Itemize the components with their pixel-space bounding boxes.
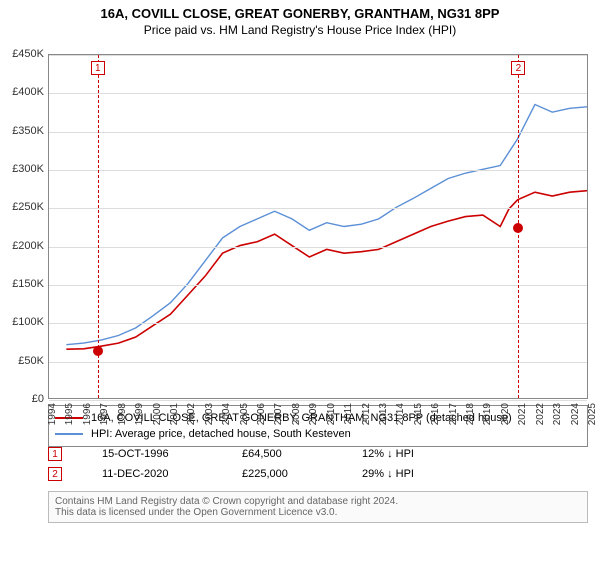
x-axis-label: 2004 (221, 403, 232, 425)
gridline (49, 285, 587, 286)
gridline (49, 362, 587, 363)
transaction-marker: 2 (48, 467, 62, 481)
legend-swatch (55, 433, 83, 435)
footer-line1: Contains HM Land Registry data © Crown c… (55, 496, 581, 507)
marker-label: 2 (511, 61, 525, 75)
x-axis-label: 2014 (395, 403, 406, 425)
x-axis-label: 1997 (99, 403, 110, 425)
marker-point (93, 346, 103, 356)
x-axis-label: 2017 (448, 403, 459, 425)
y-axis-label: £400K (4, 86, 44, 98)
chart-lines (49, 55, 587, 398)
x-axis-label: 2020 (500, 403, 511, 425)
x-axis-label: 2013 (378, 403, 389, 425)
marker-label: 1 (91, 61, 105, 75)
transaction-row: 1 15-OCT-1996 £64,500 12% ↓ HPI (48, 444, 588, 464)
x-axis-label: 2005 (239, 403, 250, 425)
legend-label: HPI: Average price, detached house, Sout… (91, 428, 351, 440)
chart-container: 16A, COVILL CLOSE, GREAT GONERBY, GRANTH… (0, 6, 600, 566)
transactions-table: 1 15-OCT-1996 £64,500 12% ↓ HPI 2 11-DEC-2020… (48, 444, 588, 484)
gridline (49, 170, 587, 171)
x-axis-label: 2009 (308, 403, 319, 425)
x-axis-label: 2003 (204, 403, 215, 425)
y-axis-label: £300K (4, 163, 44, 175)
marker-point (513, 223, 523, 233)
series-price_paid (66, 191, 587, 350)
series-hpi (66, 105, 587, 345)
x-axis-label: 1998 (117, 403, 128, 425)
y-axis-label: £200K (4, 240, 44, 252)
x-axis-label: 1995 (64, 403, 75, 425)
x-axis-label: 2018 (465, 403, 476, 425)
x-axis-label: 2002 (186, 403, 197, 425)
footer-line2: This data is licensed under the Open Gov… (55, 507, 581, 518)
x-axis-label: 2007 (273, 403, 284, 425)
y-axis-label: £100K (4, 316, 44, 328)
transaction-price: £225,000 (242, 468, 332, 480)
transaction-row: 2 11-DEC-2020 £225,000 29% ↓ HPI (48, 464, 588, 484)
gridline (49, 400, 587, 401)
gridline (49, 132, 587, 133)
gridline (49, 208, 587, 209)
x-axis-label: 2022 (535, 403, 546, 425)
chart-plot-area: 12 (48, 54, 588, 399)
gridline (49, 55, 587, 56)
y-axis-label: £50K (4, 355, 44, 367)
y-axis-label: £0 (4, 393, 44, 405)
transaction-date: 15-OCT-1996 (102, 448, 212, 460)
transaction-delta: 12% ↓ HPI (362, 448, 414, 460)
x-axis-label: 2001 (169, 403, 180, 425)
x-axis-label: 2000 (152, 403, 163, 425)
y-axis-label: £150K (4, 278, 44, 290)
gridline (49, 323, 587, 324)
x-axis-label: 1996 (82, 403, 93, 425)
transaction-price: £64,500 (242, 448, 332, 460)
legend-item: HPI: Average price, detached house, Sout… (55, 426, 581, 442)
y-axis-label: £350K (4, 125, 44, 137)
gridline (49, 93, 587, 94)
gridline (49, 247, 587, 248)
footer-attribution: Contains HM Land Registry data © Crown c… (48, 491, 588, 523)
x-axis-label: 2012 (361, 403, 372, 425)
y-axis-label: £450K (4, 48, 44, 60)
x-axis-label: 2025 (587, 403, 598, 425)
x-axis-label: 2016 (430, 403, 441, 425)
x-axis-label: 2008 (291, 403, 302, 425)
x-axis-label: 2023 (552, 403, 563, 425)
x-axis-label: 1999 (134, 403, 145, 425)
x-axis-label: 2019 (482, 403, 493, 425)
x-axis-label: 2010 (326, 403, 337, 425)
x-axis-label: 2011 (343, 403, 354, 425)
chart-subtitle: Price paid vs. HM Land Registry's House … (0, 23, 600, 37)
transaction-marker: 1 (48, 447, 62, 461)
x-axis-label: 2006 (256, 403, 267, 425)
transaction-delta: 29% ↓ HPI (362, 468, 414, 480)
x-axis-label: 2024 (570, 403, 581, 425)
x-axis-label: 1994 (47, 403, 58, 425)
chart-title: 16A, COVILL CLOSE, GREAT GONERBY, GRANTH… (0, 6, 600, 21)
y-axis-label: £250K (4, 201, 44, 213)
x-axis-label: 2015 (413, 403, 424, 425)
x-axis-label: 2021 (517, 403, 528, 425)
transaction-date: 11-DEC-2020 (102, 468, 212, 480)
